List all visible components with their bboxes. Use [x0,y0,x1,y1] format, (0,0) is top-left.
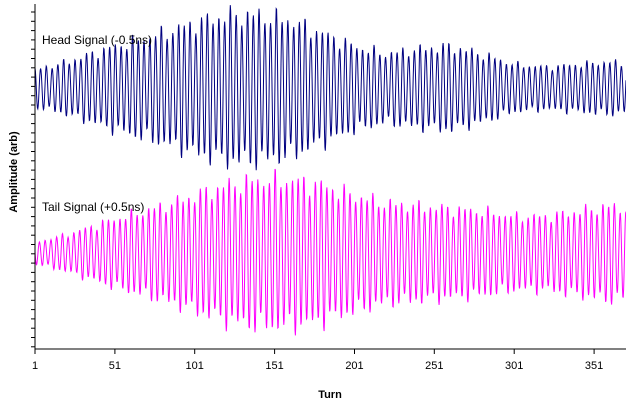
series-line-head-signal [34,5,626,171]
y-axis-title: Amplitude (arb) [8,131,20,213]
x-tick-label: 301 [505,360,523,372]
x-tick-label: 351 [585,360,603,372]
series-line-tail-signal [34,168,626,336]
x-tick-label: 201 [345,360,363,372]
annotation-head-signal: Head Signal (-0.5ns) [42,33,152,47]
x-tick-label: 251 [425,360,443,372]
annotation-tail-signal: Tail Signal (+0.5ns) [42,200,144,214]
x-tick-label: 51 [109,360,121,372]
x-tick-label: 151 [265,360,283,372]
x-axis-title: Turn [318,389,342,401]
x-tick-label: 1 [32,360,38,372]
x-tick-label: 101 [186,360,204,372]
